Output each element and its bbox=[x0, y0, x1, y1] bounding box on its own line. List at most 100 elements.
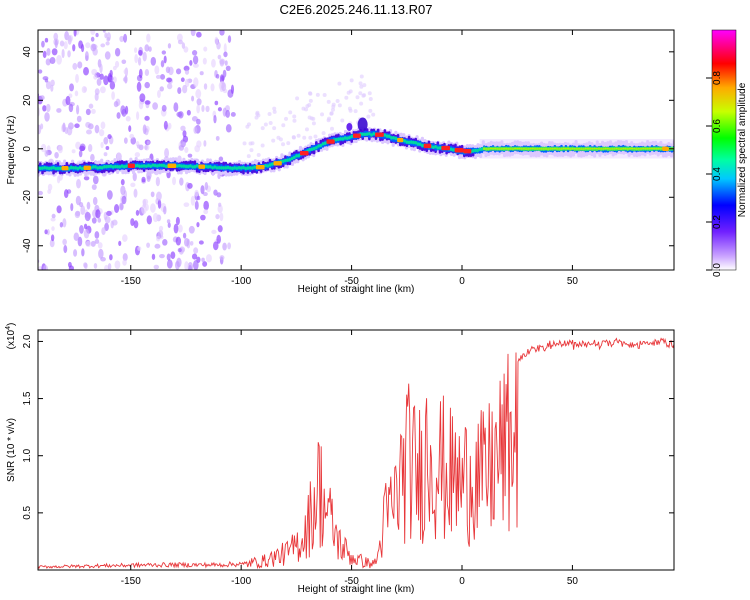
noise-blob bbox=[146, 175, 151, 182]
spectrogram-frame bbox=[37, 29, 675, 271]
noise-blob bbox=[195, 89, 202, 99]
noise-blob bbox=[368, 96, 373, 101]
noise-blob bbox=[122, 253, 128, 262]
noise-blob bbox=[73, 232, 80, 241]
snr-multiplier: (x104) bbox=[5, 323, 17, 350]
snr-y-tick-label: 0.5 bbox=[22, 505, 33, 519]
noise-blob bbox=[152, 212, 159, 223]
ridge-core bbox=[142, 164, 146, 168]
ridge-core bbox=[451, 148, 455, 152]
snr-y-tick-label: 1.5 bbox=[22, 391, 33, 405]
noise-blob bbox=[76, 104, 80, 115]
ridge-core bbox=[182, 164, 186, 168]
ridge-center bbox=[648, 147, 652, 150]
spectrogram-heatmap bbox=[38, 30, 674, 270]
ridge-core bbox=[288, 157, 292, 162]
ridge-center bbox=[584, 147, 588, 150]
noise-blob bbox=[186, 109, 191, 116]
noise-blob bbox=[158, 225, 164, 232]
ridge-peak bbox=[300, 150, 309, 156]
noise-blob bbox=[103, 75, 109, 86]
noise-blob bbox=[315, 92, 320, 97]
noise-blob bbox=[104, 264, 109, 270]
ridge-core bbox=[145, 164, 148, 169]
noise-blob bbox=[75, 73, 79, 83]
noise-blob bbox=[177, 87, 182, 95]
ridge-core bbox=[206, 165, 210, 169]
ridge-peak bbox=[61, 165, 69, 171]
noise-blob bbox=[45, 103, 51, 113]
noise-blob bbox=[57, 145, 63, 154]
noise-blob bbox=[223, 43, 227, 53]
ridge-center bbox=[500, 148, 504, 150]
noise-blob bbox=[44, 112, 50, 122]
noise-blob bbox=[72, 44, 76, 52]
noise-blob bbox=[217, 54, 222, 60]
snr-x-tick-label: 0 bbox=[459, 576, 465, 587]
ridge-core bbox=[233, 166, 236, 170]
noise-blob bbox=[150, 191, 155, 198]
noise-blob bbox=[137, 56, 142, 66]
noise-blob bbox=[68, 103, 74, 113]
ridge-center bbox=[575, 148, 579, 150]
noise-blob bbox=[184, 69, 190, 75]
ridge-core bbox=[105, 164, 108, 169]
ridge-core bbox=[136, 163, 139, 168]
noise-blob bbox=[368, 108, 373, 113]
noise-blob bbox=[83, 262, 88, 268]
noise-blob bbox=[40, 143, 47, 153]
ridge-core bbox=[158, 163, 161, 167]
ridge-core bbox=[365, 132, 369, 136]
ridge-core bbox=[268, 163, 272, 167]
ridge-center bbox=[637, 148, 641, 150]
noise-blob bbox=[308, 98, 313, 103]
ridge-center bbox=[599, 148, 603, 150]
noise-blob bbox=[114, 260, 121, 270]
ridge-core bbox=[41, 166, 44, 170]
ridge-center bbox=[655, 148, 658, 150]
ridge-center bbox=[615, 147, 618, 150]
noise-blob bbox=[91, 184, 97, 190]
noise-blob bbox=[78, 150, 83, 158]
snr-x-tick-label: -100 bbox=[231, 576, 251, 587]
noise-blob bbox=[175, 68, 182, 75]
ridge-core bbox=[350, 134, 353, 139]
noise-blob bbox=[159, 254, 165, 259]
noise-blob bbox=[136, 144, 141, 149]
noise-blob bbox=[215, 74, 220, 79]
noise-blob bbox=[62, 218, 67, 228]
ridge-core bbox=[310, 147, 314, 151]
noise-blob bbox=[71, 149, 76, 154]
spectrogram-x-tick-label: -100 bbox=[231, 276, 251, 287]
ridge-core bbox=[175, 164, 179, 168]
noise-blob bbox=[187, 153, 193, 158]
noise-blob bbox=[138, 100, 144, 110]
noise-blob bbox=[63, 245, 68, 254]
noise-blob bbox=[167, 222, 171, 228]
noise-blob bbox=[130, 136, 137, 145]
ridge-peak bbox=[273, 161, 282, 166]
ridge-core bbox=[308, 147, 312, 152]
ridge-core bbox=[80, 166, 84, 171]
noise-blob bbox=[122, 234, 128, 242]
ridge-core bbox=[69, 165, 73, 170]
ridge-peak bbox=[255, 164, 265, 170]
noise-blob bbox=[138, 49, 143, 56]
noise-blob bbox=[56, 108, 62, 113]
noise-blob bbox=[217, 107, 222, 112]
noise-blob bbox=[100, 141, 104, 149]
ridge-core bbox=[392, 135, 395, 140]
noise-blob bbox=[353, 109, 358, 114]
noise-blob bbox=[194, 189, 199, 197]
noise-blob bbox=[96, 78, 102, 86]
ridge-core bbox=[193, 164, 197, 169]
noise-blob bbox=[218, 202, 222, 207]
noise-blob bbox=[94, 238, 100, 244]
noise-blob bbox=[45, 58, 51, 66]
ridge-center bbox=[628, 148, 632, 150]
noise-blob bbox=[73, 30, 77, 37]
noise-blob bbox=[196, 98, 202, 106]
ridge-core bbox=[323, 141, 327, 146]
noise-blob bbox=[203, 200, 209, 211]
noise-blob bbox=[219, 255, 225, 261]
